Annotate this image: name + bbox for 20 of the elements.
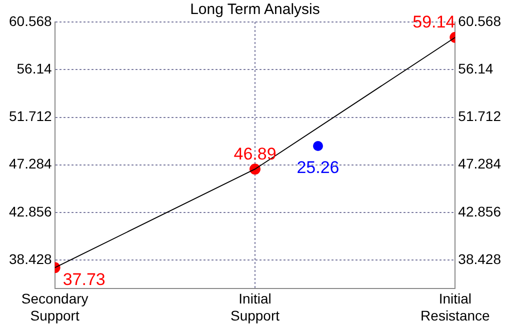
y2-tick-label: 56.14 [458, 60, 494, 76]
data-label: 46.89 [234, 144, 276, 164]
y-tick-label: 42.856 [8, 203, 52, 220]
y-tick-label: 60.568 [8, 12, 52, 29]
y-tick-label: 47.284 [8, 156, 52, 172]
x-tick-label: Initial Support [230, 290, 280, 324]
y-tick-label: 38.428 [8, 250, 52, 267]
y2-tick-label: 47.284 [458, 156, 502, 172]
data-label: 59.14 [412, 12, 456, 32]
y-tick-label: 51.712 [8, 108, 52, 124]
data-label: 37.73 [62, 270, 106, 289]
y2-tick-label: 38.428 [458, 250, 502, 267]
y2-tick-label: 60.568 [458, 12, 502, 29]
annotation: 25.26 [296, 158, 340, 178]
chart-title: Long Term Analysis [190, 1, 320, 18]
y2-tick-label: 42.856 [458, 203, 502, 220]
y-tick-label: 56.14 [16, 60, 52, 76]
x-tick-label: Secondary Support [21, 290, 88, 324]
y2-tick-label: 51.712 [458, 108, 502, 124]
x-tick-label: Initial Resistance [420, 290, 490, 324]
